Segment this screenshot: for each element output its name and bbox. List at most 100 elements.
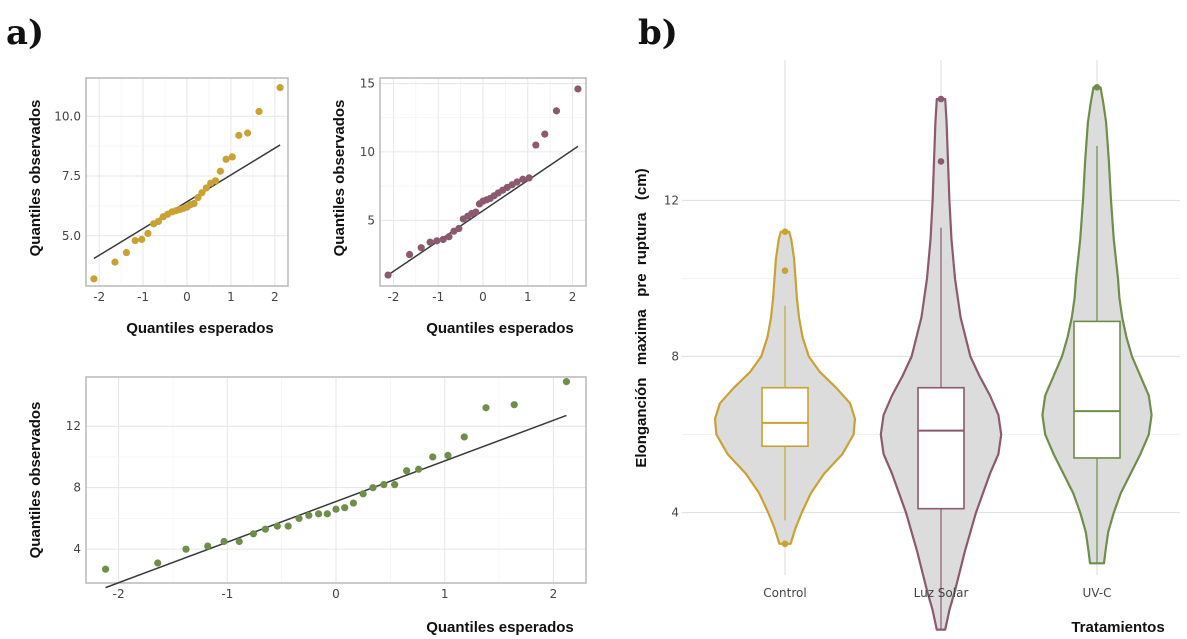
- y-tick-label: 7.5: [62, 169, 81, 183]
- data-point: [111, 258, 119, 266]
- x-axis-title: Quantiles esperados: [126, 320, 274, 337]
- data-point: [255, 107, 263, 116]
- panel-label-a: a): [6, 13, 44, 53]
- box: [917, 386, 965, 510]
- qq-plot-top-right: -2 -1 0 1 2 5 10 15 Quantiles esperados Quantiles…: [331, 76, 587, 337]
- data-point: [138, 235, 146, 243]
- x-tick-label: -1: [432, 290, 444, 304]
- data-point: [525, 174, 533, 182]
- outlier-point: [937, 95, 945, 103]
- qq-reference-line: [105, 414, 567, 589]
- y-tick-label: 12: [66, 419, 81, 433]
- x-tick-label: 1: [441, 587, 449, 601]
- x-tick-label: 0: [479, 290, 487, 304]
- data-point: [305, 511, 313, 519]
- data-point: [144, 229, 152, 238]
- data-point: [341, 504, 349, 512]
- data-point: [222, 155, 230, 163]
- qq-plot-top-left: -2 -1 0 1 2 5.0 7.5 10.0 Quantiles esperados Quan…: [27, 77, 289, 337]
- outlier-point: [1093, 84, 1101, 91]
- y-axis-title: Quantiles observados: [27, 100, 44, 257]
- outlier-point: [781, 267, 789, 274]
- data-point: [249, 530, 257, 538]
- y-tick-label: 15: [360, 76, 375, 90]
- x-tick-label: -1: [221, 587, 233, 601]
- data-point: [510, 401, 518, 409]
- x-tick-label: Luz Solar: [914, 586, 969, 600]
- x-tick-label: Control: [763, 586, 806, 600]
- y-tick-label: 10: [360, 145, 375, 159]
- data-point: [276, 83, 284, 92]
- data-point: [202, 184, 210, 192]
- data-point: [261, 525, 269, 533]
- data-point: [154, 217, 163, 226]
- y-tick-label: 12: [664, 193, 679, 207]
- data-point: [349, 499, 357, 507]
- qq-reference-line: [387, 145, 579, 276]
- data-point: [154, 559, 162, 567]
- data-point: [235, 131, 243, 139]
- x-tick-label: -2: [113, 587, 125, 601]
- data-point: [403, 467, 411, 475]
- data-point: [417, 244, 425, 252]
- data-point: [315, 510, 323, 518]
- x-tick-label: 1: [227, 290, 235, 304]
- y-tick-label: 5: [367, 213, 375, 227]
- data-point: [455, 224, 463, 233]
- y-axis-title: Quantiles observados: [331, 100, 348, 257]
- data-point: [380, 481, 388, 489]
- y-tick-label: 10.0: [54, 109, 81, 123]
- panel-label-b: b): [638, 13, 678, 53]
- data-point: [90, 275, 98, 283]
- x-tick-label: 2: [550, 587, 558, 601]
- data-point: [513, 178, 521, 186]
- outlier-point: [781, 228, 789, 235]
- data-point: [273, 522, 281, 530]
- x-tick-label: UV-C: [1083, 586, 1112, 600]
- data-point: [211, 177, 220, 185]
- y-tick-label: 8: [73, 481, 81, 495]
- plot-frame: [379, 77, 587, 287]
- data-point: [323, 510, 331, 518]
- outlier-point: [937, 158, 945, 165]
- x-tick-label: 2: [271, 290, 279, 304]
- y-axis-title: Elonganción maxima pre ruptura (cm): [633, 168, 650, 467]
- x-axis-title: Quantiles esperados: [426, 320, 574, 337]
- x-tick-label: 0: [332, 587, 340, 601]
- data-point: [472, 208, 480, 216]
- y-tick-label: 5.0: [62, 229, 81, 243]
- plot-frame: [85, 77, 289, 287]
- box: [761, 386, 809, 448]
- data-point: [460, 433, 468, 441]
- x-tick-label: 0: [183, 290, 191, 304]
- data-point: [433, 237, 441, 245]
- data-point: [562, 378, 571, 386]
- data-point: [369, 484, 377, 492]
- box: [1073, 320, 1121, 459]
- data-point: [190, 199, 198, 208]
- data-point: [194, 193, 202, 202]
- x-tick-label: -2: [93, 290, 105, 304]
- data-point: [574, 85, 582, 93]
- x-tick-label: -1: [137, 290, 149, 304]
- data-point: [220, 537, 228, 546]
- data-point: [552, 107, 561, 115]
- x-tick-label: 1: [524, 290, 532, 304]
- data-point: [391, 481, 399, 489]
- x-tick-label: 2: [569, 290, 577, 304]
- y-tick-label: 4: [671, 506, 679, 520]
- data-point: [439, 235, 447, 244]
- data-point: [198, 189, 206, 197]
- data-point: [415, 465, 423, 473]
- data-point: [216, 167, 224, 175]
- data-point: [405, 250, 414, 259]
- data-point: [295, 514, 303, 523]
- y-tick-label: 8: [671, 350, 679, 364]
- data-point: [284, 522, 292, 530]
- data-point: [332, 505, 340, 513]
- data-point: [182, 545, 190, 553]
- data-point: [101, 565, 110, 573]
- data-point: [235, 537, 243, 546]
- data-point: [445, 233, 453, 241]
